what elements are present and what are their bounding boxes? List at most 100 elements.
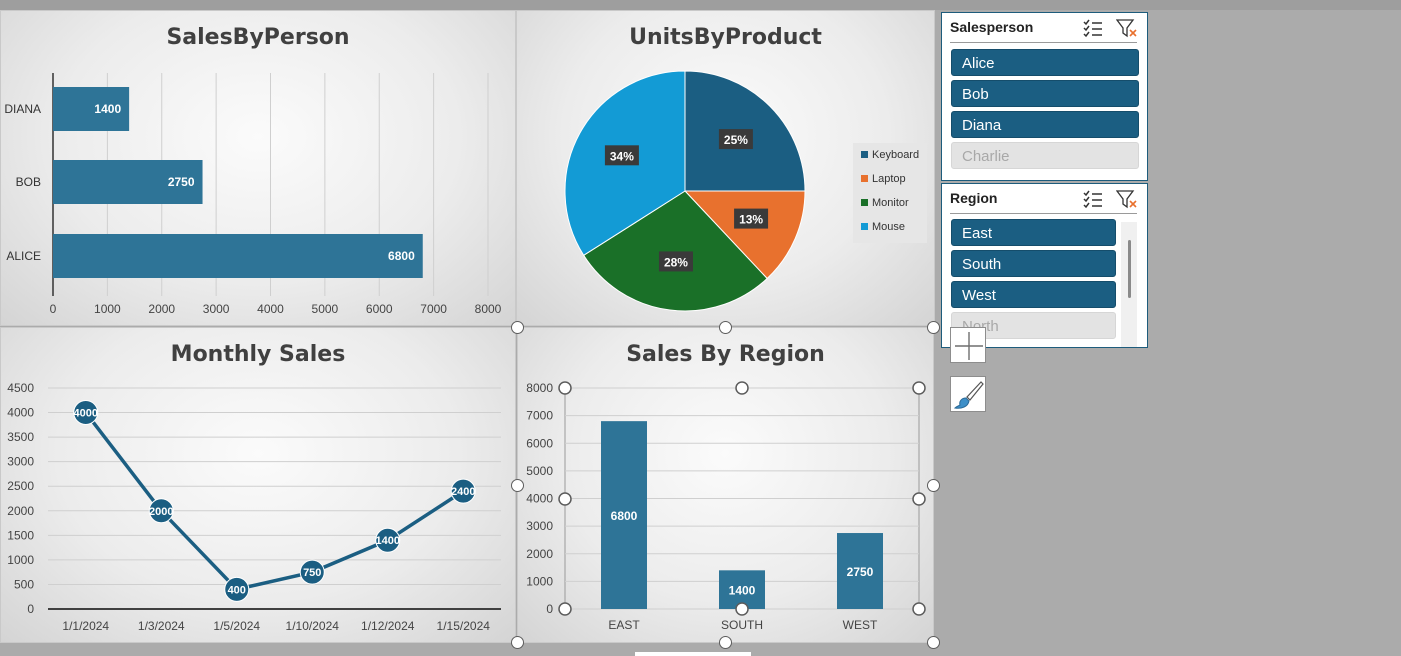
- plot-area-handle: [735, 602, 749, 616]
- slicer-title: Region: [950, 190, 998, 206]
- x-tick-label: 1/12/2024: [361, 619, 415, 633]
- slicer-item-west[interactable]: West: [951, 281, 1116, 308]
- x-tick-label: 1/15/2024: [437, 619, 491, 633]
- pie-label-box: [604, 145, 639, 166]
- pie-value-label: 13%: [739, 213, 763, 227]
- data-label: 750: [303, 567, 321, 579]
- plot-area-handle: [558, 381, 572, 395]
- y-tick-label: 3000: [7, 455, 34, 469]
- resize-handle-bottom-right[interactable]: [927, 636, 940, 649]
- multi-select-icon[interactable]: [1082, 189, 1104, 209]
- pie-value-label: 34%: [610, 149, 634, 163]
- legend-label: Keyboard: [872, 149, 919, 161]
- y-tick-label: 2500: [7, 479, 34, 493]
- plot-area-handle: [558, 492, 572, 506]
- resize-handle-right[interactable]: [927, 479, 940, 492]
- x-tick-label: EAST: [608, 618, 640, 632]
- resize-handle-bottom-left[interactable]: [511, 636, 524, 649]
- data-point: [224, 576, 250, 602]
- resize-handle-top[interactable]: [719, 321, 732, 334]
- paintbrush-icon: [953, 381, 984, 409]
- data-label: 4000: [74, 408, 98, 420]
- x-tick-label: 8000: [475, 302, 502, 316]
- resize-handle-left[interactable]: [511, 479, 524, 492]
- slicer-item-alice[interactable]: Alice: [951, 49, 1139, 76]
- y-tick-label: 1000: [526, 574, 553, 588]
- bar: [837, 533, 883, 609]
- slicer-salesperson[interactable]: Salesperson Alice Bob Diana Charlie: [941, 12, 1148, 181]
- resize-handle-bottom[interactable]: [719, 636, 732, 649]
- series-line: [84, 411, 465, 592]
- clear-filter-icon[interactable]: [1115, 189, 1138, 209]
- bar: [53, 160, 203, 204]
- bar-value-label: 1400: [94, 102, 121, 116]
- x-tick-label: 1/10/2024: [286, 619, 340, 633]
- chart-sales-by-region[interactable]: Sales By Region 0 1000 2000 3000 4000 5000 600…: [517, 327, 934, 643]
- y-tick-label: 4000: [7, 406, 34, 420]
- y-tick-label: 1500: [7, 528, 34, 542]
- category-label: BOB: [16, 175, 41, 189]
- sales-by-person-plot: 0 1000 2000 3000 4000 5000 6000 7000 8000 1400 DIA…: [4, 73, 502, 316]
- category-label: ALICE: [6, 249, 41, 263]
- multi-select-icon[interactable]: [1082, 18, 1104, 38]
- y-tick-label: 0: [27, 602, 34, 616]
- slicer-region[interactable]: Region East South West North: [941, 183, 1148, 348]
- slicer-divider: [950, 213, 1137, 214]
- y-tick-label: 6000: [526, 436, 553, 450]
- legend-swatch: [861, 151, 868, 158]
- plot-area-handle: [912, 492, 926, 506]
- data-point: [450, 478, 476, 504]
- x-tick-label: 2000: [148, 302, 175, 316]
- slicer-item-south[interactable]: South: [951, 250, 1116, 277]
- chart-title: UnitsByProduct: [629, 25, 822, 50]
- chart-title: SalesByPerson: [166, 25, 350, 50]
- y-tick-label: 8000: [526, 381, 553, 395]
- clear-filter-icon[interactable]: [1115, 18, 1138, 38]
- y-tick-label: 4000: [526, 492, 553, 506]
- category-label: DIANA: [4, 102, 41, 116]
- legend-label: Mouse: [872, 221, 905, 233]
- pie-value-label: 25%: [724, 133, 748, 147]
- data-point: [375, 527, 401, 553]
- bar-value-label: 6800: [611, 509, 638, 523]
- plot-area-handle: [912, 602, 926, 616]
- x-tick-label: 1/3/2024: [138, 619, 185, 633]
- bar-value-label: 2750: [847, 565, 874, 579]
- resize-handle-top-left[interactable]: [511, 321, 524, 334]
- slicer-item-bob[interactable]: Bob: [951, 80, 1139, 107]
- plot-area-handle: [912, 381, 926, 395]
- slicer-item-east[interactable]: East: [951, 219, 1116, 246]
- y-tick-label: 7000: [526, 409, 553, 423]
- chart-styles-button[interactable]: [950, 376, 986, 412]
- x-tick-label: 1/5/2024: [213, 619, 260, 633]
- y-tick-label: 2000: [526, 547, 553, 561]
- slicer-item-charlie[interactable]: Charlie: [951, 142, 1139, 169]
- x-tick-label: 1/1/2024: [62, 619, 109, 633]
- chart-elements-button[interactable]: [950, 327, 986, 363]
- slicer-item-diana[interactable]: Diana: [951, 111, 1139, 138]
- slicer-title: Salesperson: [950, 19, 1034, 35]
- monthly-sales-plot: 0 500 1000 1500 2000 2500 3000 3500 4000 4500 4000…: [7, 381, 501, 633]
- plus-icon: [955, 332, 983, 360]
- x-tick-label: 7000: [420, 302, 447, 316]
- bar: [53, 234, 423, 278]
- legend-swatch: [861, 199, 868, 206]
- top-strip: [0, 0, 1401, 10]
- data-point: [299, 559, 325, 585]
- bar-value-label: 6800: [388, 249, 415, 263]
- x-tick-label: SOUTH: [721, 618, 763, 632]
- legend-swatch: [861, 223, 868, 230]
- chart-monthly-sales[interactable]: Monthly Sales 0 500 1000 1500 2000 2500 3000 35…: [0, 327, 516, 643]
- y-tick-label: 2000: [7, 504, 34, 518]
- scrollbar-thumb[interactable]: [1128, 240, 1131, 298]
- resize-handle-top-right[interactable]: [927, 321, 940, 334]
- plot-area-handle: [735, 381, 749, 395]
- data-label: 1400: [376, 535, 400, 547]
- chart-sales-by-person[interactable]: SalesByPerson 0 1000 2000 3000 4000 5000 6000 7…: [0, 10, 516, 326]
- slicer-scrollbar[interactable]: [1121, 222, 1137, 347]
- data-label: 2000: [149, 506, 173, 518]
- y-tick-label: 3000: [526, 519, 553, 533]
- chart-units-by-product[interactable]: UnitsByProduct 25% 13% 28% 34% Keyboard Lapto…: [516, 10, 935, 326]
- units-by-product-plot: 25% 13% 28% 34% Keyboard Laptop Monitor Mouse: [564, 70, 927, 312]
- chart-title: Monthly Sales: [170, 342, 346, 367]
